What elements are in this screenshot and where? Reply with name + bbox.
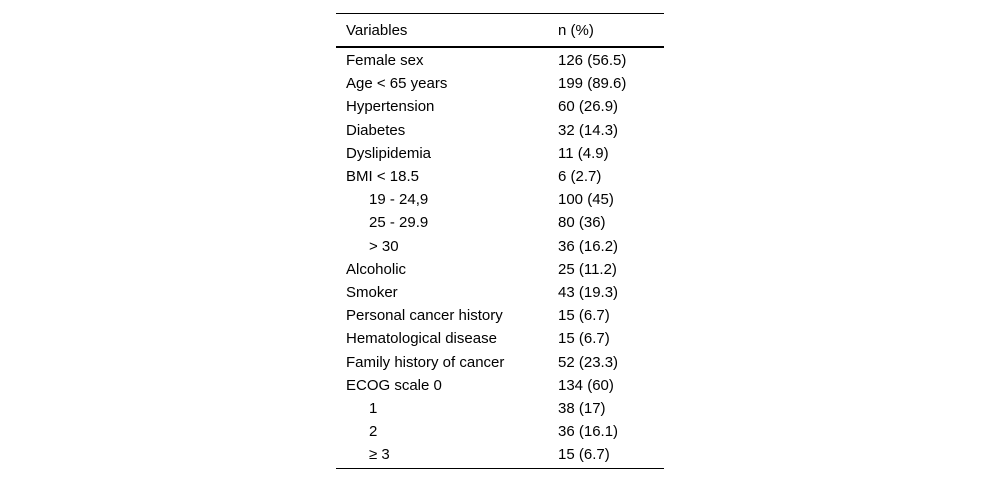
row-value: 199 (89.6) <box>558 75 627 93</box>
column-header-variables: Variables <box>346 21 408 39</box>
table-row: ECOG scale 0 134 (60) <box>336 374 664 397</box>
row-value: 38 (17) <box>558 399 606 417</box>
row-label: ≥ 3 <box>369 446 390 464</box>
baseline-characteristics-table: Variables n (%) Female sex 126 (56.5) Age … <box>336 13 664 470</box>
table-row: 2 36 (16.1) <box>336 420 664 443</box>
table-row: Family history of cancer 52 (23.3) <box>336 350 664 373</box>
row-value: 15 (6.7) <box>558 307 610 325</box>
table-row: Hypertension 60 (26.9) <box>336 95 664 118</box>
row-value: 60 (26.9) <box>558 98 619 116</box>
table-row: Female sex 126 (56.5) <box>336 49 664 72</box>
table-row: > 30 36 (16.2) <box>336 235 664 258</box>
row-label: BMI < 18.5 <box>346 168 419 186</box>
row-value: 25 (11.2) <box>558 260 617 278</box>
row-value: 36 (16.1) <box>558 423 619 441</box>
row-value: 32 (14.3) <box>558 121 619 139</box>
row-label: 19 - 24,9 <box>369 191 429 209</box>
table-row: 25 - 29.9 80 (36) <box>336 211 664 234</box>
row-value: 134 (60) <box>558 376 614 394</box>
row-value: 43 (19.3) <box>558 283 619 301</box>
row-value: 11 (4.9) <box>558 144 609 162</box>
row-label: Smoker <box>346 283 398 301</box>
row-value: 80 (36) <box>558 214 606 232</box>
row-value: 6 (2.7) <box>558 168 602 186</box>
row-label: Family history of cancer <box>346 353 505 371</box>
row-label: Alcoholic <box>346 260 407 278</box>
row-label: Female sex <box>346 52 424 70</box>
table-row: Diabetes 32 (14.3) <box>336 119 664 142</box>
table-row: ≥ 3 15 (6.7) <box>336 443 664 466</box>
row-label: > 30 <box>369 237 399 255</box>
row-label: Hypertension <box>346 98 435 116</box>
table-row: Age < 65 years 199 (89.6) <box>336 72 664 95</box>
table-row: Personal cancer history 15 (6.7) <box>336 304 664 327</box>
row-label: Diabetes <box>346 121 406 139</box>
row-label: Hematological disease <box>346 330 497 348</box>
row-value: 126 (56.5) <box>558 52 627 70</box>
row-label: ECOG scale 0 <box>346 376 442 394</box>
row-label: Dyslipidemia <box>346 144 432 162</box>
row-value: 52 (23.3) <box>558 353 619 371</box>
table-row: 19 - 24,9 100 (45) <box>336 188 664 211</box>
row-value: 36 (16.2) <box>558 237 619 255</box>
table-body: Female sex 126 (56.5) Age < 65 years 199 (8… <box>336 48 664 468</box>
table-row: Dyslipidemia 11 (4.9) <box>336 142 664 165</box>
row-label: 1 <box>369 399 378 417</box>
row-label: Personal cancer history <box>346 307 503 325</box>
row-value: 15 (6.7) <box>558 330 610 348</box>
row-label: 2 <box>369 423 378 441</box>
column-header-n-percent: n (%) <box>558 21 594 39</box>
table-row: Smoker 43 (19.3) <box>336 281 664 304</box>
row-label: Age < 65 years <box>346 75 448 93</box>
table-row: BMI < 18.5 6 (2.7) <box>336 165 664 188</box>
row-value: 15 (6.7) <box>558 446 610 464</box>
table-row: Alcoholic 25 (11.2) <box>336 258 664 281</box>
row-value: 100 (45) <box>558 191 614 209</box>
row-label: 25 - 29.9 <box>369 214 429 232</box>
table-row: Hematological disease 15 (6.7) <box>336 327 664 350</box>
table-header-row: Variables n (%) <box>336 14 664 48</box>
table-row: 1 38 (17) <box>336 397 664 420</box>
